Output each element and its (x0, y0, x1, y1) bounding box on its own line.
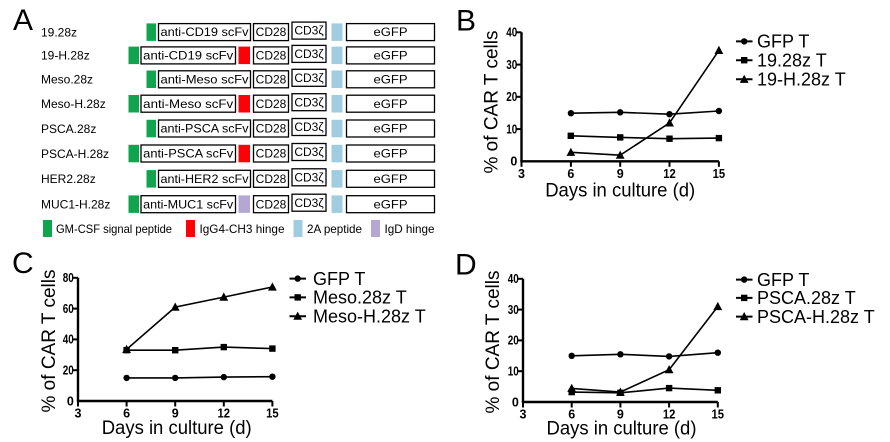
svg-text:anti-Meso scFv: anti-Meso scFv (143, 97, 233, 111)
svg-text:PSCA.28z T: PSCA.28z T (757, 288, 856, 308)
svg-text:GFP T: GFP T (757, 32, 809, 52)
svg-text:C: C (12, 247, 34, 280)
svg-text:19.28z: 19.28z (41, 25, 77, 39)
svg-text:CD28: CD28 (256, 147, 287, 161)
svg-text:eGFP: eGFP (374, 147, 408, 161)
svg-text:MUC1-H.28z: MUC1-H.28z (41, 198, 110, 212)
svg-text:15: 15 (266, 407, 279, 421)
svg-text:0: 0 (512, 395, 519, 409)
svg-text:anti-PSCA scFv: anti-PSCA scFv (143, 147, 233, 161)
svg-text:% of CAR T cells: % of CAR T cells (38, 269, 60, 412)
svg-text:CD3ζ: CD3ζ (294, 196, 324, 210)
svg-text:20: 20 (63, 364, 74, 378)
svg-text:2A peptide: 2A peptide (307, 222, 362, 236)
svg-text:eGFP: eGFP (374, 72, 408, 86)
svg-text:CD3ζ: CD3ζ (294, 170, 324, 184)
svg-text:15: 15 (712, 408, 725, 422)
svg-text:3: 3 (75, 407, 82, 421)
svg-text:HER2.28z: HER2.28z (41, 172, 96, 186)
svg-text:anti-Meso scFv: anti-Meso scFv (161, 72, 249, 86)
svg-text:anti-MUC1 scFv: anti-MUC1 scFv (143, 197, 233, 211)
svg-text:Days in culture (d): Days in culture (d) (545, 180, 695, 202)
svg-text:Meso.28z T: Meso.28z T (313, 288, 407, 308)
svg-text:Days in culture (d): Days in culture (d) (102, 417, 252, 439)
svg-text:CD3ζ: CD3ζ (294, 24, 324, 38)
svg-text:anti-HER2 scFv: anti-HER2 scFv (161, 172, 249, 186)
svg-text:15: 15 (713, 167, 726, 181)
svg-text:CD3ζ: CD3ζ (294, 145, 324, 159)
svg-text:30: 30 (508, 303, 519, 317)
svg-text:80: 80 (63, 271, 74, 285)
svg-text:Meso-H.28z: Meso-H.28z (41, 97, 106, 111)
svg-text:eGFP: eGFP (374, 25, 408, 39)
svg-text:10: 10 (506, 122, 517, 136)
svg-text:eGFP: eGFP (374, 172, 408, 186)
svg-text:CD3ζ: CD3ζ (294, 120, 324, 134)
svg-text:19-H.28z T: 19-H.28z T (757, 70, 846, 90)
svg-text:9: 9 (617, 167, 624, 181)
svg-text:% of CAR T cells: % of CAR T cells (481, 30, 503, 173)
svg-text:19.28z T: 19.28z T (757, 50, 827, 70)
svg-text:A: A (13, 4, 33, 37)
svg-text:eGFP: eGFP (374, 49, 408, 63)
svg-text:B: B (456, 5, 476, 38)
svg-text:anti-CD19 scFv: anti-CD19 scFv (143, 49, 233, 63)
svg-text:CD3ζ: CD3ζ (294, 47, 324, 61)
svg-text:9: 9 (617, 408, 624, 422)
svg-text:eGFP: eGFP (374, 122, 408, 136)
svg-text:6: 6 (567, 167, 574, 181)
svg-text:D: D (455, 249, 477, 282)
svg-text:% of CAR T cells: % of CAR T cells (482, 270, 504, 413)
svg-text:12: 12 (663, 167, 676, 181)
svg-text:30: 30 (506, 58, 517, 72)
svg-text:CD28: CD28 (256, 197, 287, 211)
svg-text:CD3ζ: CD3ζ (294, 71, 324, 85)
svg-text:CD3ζ: CD3ζ (294, 95, 324, 109)
svg-text:IgD hinge: IgD hinge (385, 222, 435, 236)
svg-text:CD28: CD28 (256, 172, 287, 186)
svg-text:GFP T: GFP T (757, 270, 809, 290)
svg-text:6: 6 (123, 407, 130, 421)
svg-text:19-H.28z: 19-H.28z (41, 49, 90, 63)
svg-text:40: 40 (506, 26, 517, 40)
svg-text:CD28: CD28 (256, 72, 287, 86)
svg-text:10: 10 (508, 365, 519, 379)
svg-text:PSCA.28z: PSCA.28z (41, 122, 96, 136)
svg-text:IgG4-CH3 hinge: IgG4-CH3 hinge (200, 222, 285, 236)
svg-text:eGFP: eGFP (374, 197, 408, 211)
svg-text:anti-PSCA scFv: anti-PSCA scFv (161, 122, 249, 136)
svg-text:40: 40 (508, 272, 519, 286)
svg-text:0: 0 (510, 155, 517, 169)
svg-text:12: 12 (218, 407, 231, 421)
svg-text:anti-CD19 scFv: anti-CD19 scFv (161, 25, 249, 39)
svg-text:9: 9 (172, 407, 179, 421)
svg-text:40: 40 (63, 333, 74, 347)
svg-text:3: 3 (518, 167, 525, 181)
svg-text:GFP T: GFP T (313, 269, 365, 289)
svg-text:12: 12 (663, 408, 676, 422)
svg-text:20: 20 (508, 334, 519, 348)
svg-text:Meso-H.28z T: Meso-H.28z T (313, 306, 426, 326)
svg-text:Meso.28z: Meso.28z (41, 73, 93, 87)
svg-text:20: 20 (506, 90, 517, 104)
svg-text:60: 60 (63, 302, 74, 316)
svg-text:3: 3 (520, 408, 527, 422)
svg-text:PSCA-H.28z: PSCA-H.28z (41, 147, 109, 161)
svg-text:6: 6 (568, 408, 575, 422)
svg-text:CD28: CD28 (256, 25, 287, 39)
svg-text:PSCA-H.28z T: PSCA-H.28z T (757, 307, 875, 327)
svg-text:eGFP: eGFP (374, 97, 408, 111)
svg-text:CD28: CD28 (256, 122, 287, 136)
svg-text:GM-CSF signal peptide: GM-CSF signal peptide (56, 222, 172, 236)
svg-text:CD28: CD28 (256, 49, 287, 63)
svg-text:0: 0 (67, 394, 74, 408)
svg-text:CD28: CD28 (256, 97, 287, 111)
svg-text:Days in culture (d): Days in culture (d) (547, 418, 697, 440)
